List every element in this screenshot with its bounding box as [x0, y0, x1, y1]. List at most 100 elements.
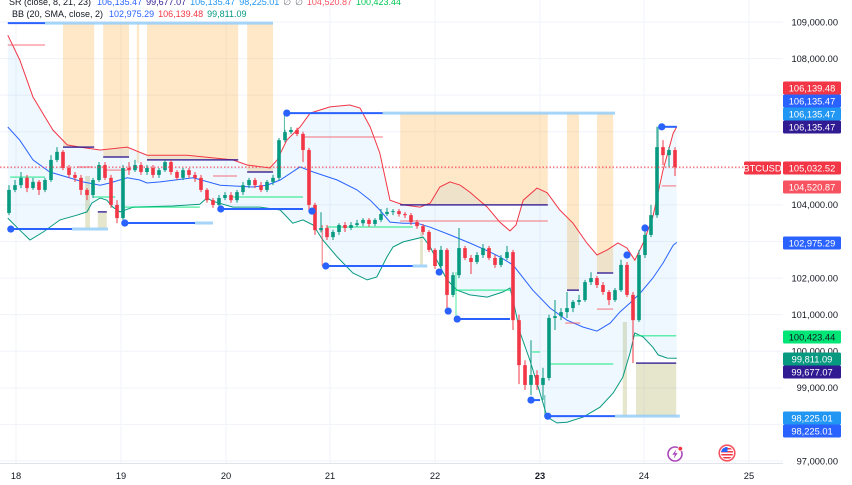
candle[interactable]: [553, 300, 557, 331]
candle[interactable]: [151, 165, 155, 178]
candle[interactable]: [283, 129, 287, 143]
candle[interactable]: [91, 177, 95, 198]
candle[interactable]: [559, 308, 563, 321]
candle[interactable]: [181, 167, 185, 181]
candle[interactable]: [565, 291, 569, 318]
candle[interactable]: [613, 287, 617, 302]
candle[interactable]: [475, 252, 479, 265]
candle[interactable]: [307, 147, 311, 211]
candle[interactable]: [655, 126, 659, 218]
candle[interactable]: [115, 200, 119, 224]
candle[interactable]: [451, 272, 455, 298]
candle[interactable]: [193, 171, 197, 182]
candle[interactable]: [631, 291, 635, 363]
candle[interactable]: [547, 314, 551, 381]
sr-resistance-ext-tag[interactable]: 106,135.47: [783, 107, 841, 121]
symbol-tag[interactable]: BTCUSD: [743, 161, 782, 175]
candle[interactable]: [601, 282, 605, 295]
last-price-tag[interactable]: 105,032.52: [783, 161, 841, 175]
candle[interactable]: [361, 218, 365, 227]
candle[interactable]: [517, 314, 521, 385]
candle[interactable]: [271, 174, 275, 186]
candle[interactable]: [85, 188, 89, 201]
candle[interactable]: [223, 192, 227, 201]
candle[interactable]: [589, 272, 593, 286]
candle[interactable]: [253, 177, 257, 189]
candle[interactable]: [229, 192, 233, 203]
candle[interactable]: [637, 249, 641, 322]
candle[interactable]: [409, 212, 413, 226]
candle[interactable]: [667, 147, 671, 168]
sr-zone-top-tag[interactable]: 106,135.47: [783, 120, 841, 134]
candle[interactable]: [37, 180, 41, 196]
candle[interactable]: [157, 167, 161, 178]
candle[interactable]: [313, 202, 317, 235]
candle[interactable]: [109, 174, 113, 208]
candle[interactable]: [367, 218, 371, 227]
candle[interactable]: [241, 181, 245, 196]
candle[interactable]: [211, 197, 215, 208]
bb-basis-tag[interactable]: 102,975.29: [783, 236, 841, 250]
candle[interactable]: [169, 159, 173, 175]
candle[interactable]: [199, 174, 203, 193]
candle[interactable]: [55, 147, 59, 163]
candle[interactable]: [439, 245, 443, 268]
candle[interactable]: [43, 177, 47, 193]
candle[interactable]: [133, 159, 137, 172]
candle[interactable]: [139, 162, 143, 175]
candle[interactable]: [127, 162, 131, 175]
candle[interactable]: [457, 227, 461, 279]
sr-red-level-tag[interactable]: 104,520.87: [783, 180, 841, 194]
candle[interactable]: [619, 259, 623, 292]
candle[interactable]: [463, 245, 467, 261]
candle[interactable]: [25, 174, 29, 193]
lightning-event-icon[interactable]: [667, 445, 684, 462]
candle[interactable]: [49, 155, 53, 182]
candle[interactable]: [175, 170, 179, 181]
sr-support-ext-tag[interactable]: 98,225.01: [783, 411, 841, 425]
candle[interactable]: [583, 279, 587, 302]
time-scale[interactable]: 18 19 20 21 22 23 24 25: [11, 471, 754, 481]
candle[interactable]: [259, 181, 263, 193]
candle[interactable]: [97, 162, 101, 182]
candle[interactable]: [73, 171, 77, 182]
candle[interactable]: [31, 177, 35, 190]
candle[interactable]: [607, 290, 611, 306]
candle[interactable]: [19, 171, 23, 189]
candle[interactable]: [343, 222, 347, 232]
candle[interactable]: [187, 167, 191, 178]
candle[interactable]: [415, 219, 419, 229]
candle[interactable]: [493, 255, 497, 268]
candle[interactable]: [331, 229, 335, 241]
candle[interactable]: [673, 147, 677, 177]
candle[interactable]: [595, 275, 599, 288]
candle[interactable]: [391, 208, 395, 216]
candle[interactable]: [67, 165, 71, 178]
sr-green-level-tag[interactable]: 100,423.44: [783, 330, 841, 344]
candle[interactable]: [247, 177, 251, 189]
candle[interactable]: [643, 229, 647, 258]
candle[interactable]: [13, 180, 17, 193]
candle[interactable]: [103, 162, 107, 181]
candle[interactable]: [529, 340, 533, 396]
candle[interactable]: [121, 165, 125, 220]
candle[interactable]: [505, 245, 509, 261]
candle[interactable]: [277, 137, 281, 181]
sr-resistance-tag[interactable]: 106,135.47: [783, 94, 841, 108]
candle[interactable]: [7, 185, 11, 216]
candle[interactable]: [349, 222, 353, 231]
candle[interactable]: [649, 204, 653, 238]
legend-row-sr[interactable]: SR (close, 8, 21, 23) 106,135.47 99,677.…: [9, 0, 401, 8]
candle[interactable]: [499, 255, 503, 268]
candle[interactable]: [337, 223, 341, 235]
candle[interactable]: [625, 261, 629, 298]
candle[interactable]: [433, 248, 437, 269]
candle[interactable]: [397, 208, 401, 217]
candle[interactable]: [661, 140, 665, 166]
candle[interactable]: [373, 218, 377, 227]
bb-upper-tag[interactable]: 106,139.48: [783, 81, 841, 95]
candle[interactable]: [235, 189, 239, 203]
candle[interactable]: [385, 207, 389, 216]
candle[interactable]: [445, 248, 449, 310]
